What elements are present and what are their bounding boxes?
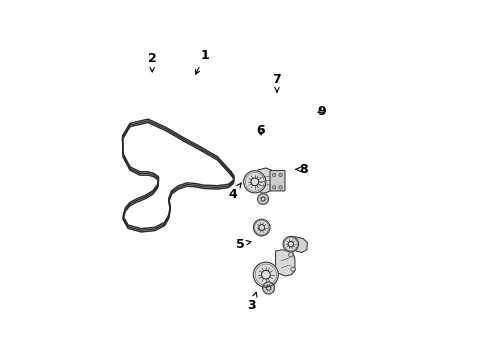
Text: 6: 6 [256, 124, 264, 137]
Text: 9: 9 [316, 105, 325, 118]
Text: 7: 7 [272, 73, 281, 92]
Text: 1: 1 [195, 49, 209, 74]
Circle shape [278, 186, 282, 189]
Text: 3: 3 [247, 292, 257, 312]
Circle shape [290, 267, 295, 271]
Text: 4: 4 [228, 183, 241, 201]
Circle shape [272, 186, 275, 189]
Circle shape [272, 173, 275, 176]
Circle shape [262, 282, 274, 294]
Polygon shape [275, 250, 294, 276]
FancyBboxPatch shape [269, 170, 285, 191]
Polygon shape [255, 168, 276, 193]
Circle shape [243, 171, 265, 193]
Circle shape [257, 193, 268, 204]
Circle shape [253, 262, 278, 287]
Circle shape [288, 252, 292, 257]
Circle shape [278, 173, 282, 176]
Text: 5: 5 [235, 238, 250, 251]
Circle shape [253, 219, 269, 236]
Text: 8: 8 [295, 163, 307, 176]
Polygon shape [292, 237, 307, 252]
Text: 2: 2 [147, 52, 156, 72]
Circle shape [283, 237, 298, 252]
